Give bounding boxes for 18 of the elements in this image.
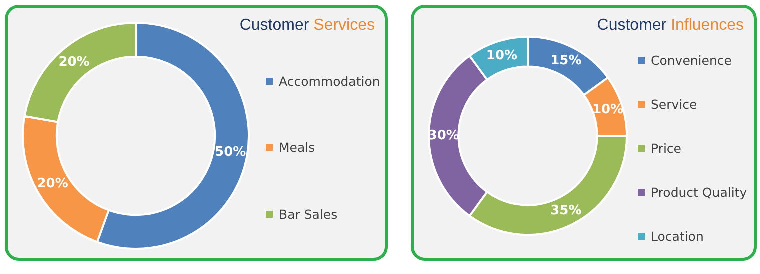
data-label: 20%	[58, 54, 90, 70]
legend-label: Bar Sales	[279, 207, 338, 222]
data-label: 30%	[428, 128, 460, 144]
legend-label: Service	[651, 96, 698, 112]
legend-label: Price	[651, 140, 682, 156]
legend-label: Product Quality	[651, 184, 748, 200]
legend-label: Location	[651, 228, 704, 244]
legend-label: Accommodation	[279, 74, 380, 89]
data-label: 15%	[550, 53, 582, 68]
chart-title: Customer Services	[240, 17, 375, 35]
data-label: 35%	[550, 203, 582, 218]
chart-title: Customer Influences	[597, 17, 744, 35]
data-label: 20%	[37, 176, 68, 192]
legend-label: Convenience	[651, 52, 732, 68]
data-label: 10%	[592, 102, 624, 118]
legend-label: Meals	[279, 140, 316, 156]
data-label: 10%	[486, 48, 518, 64]
data-label: 50%	[215, 145, 246, 160]
